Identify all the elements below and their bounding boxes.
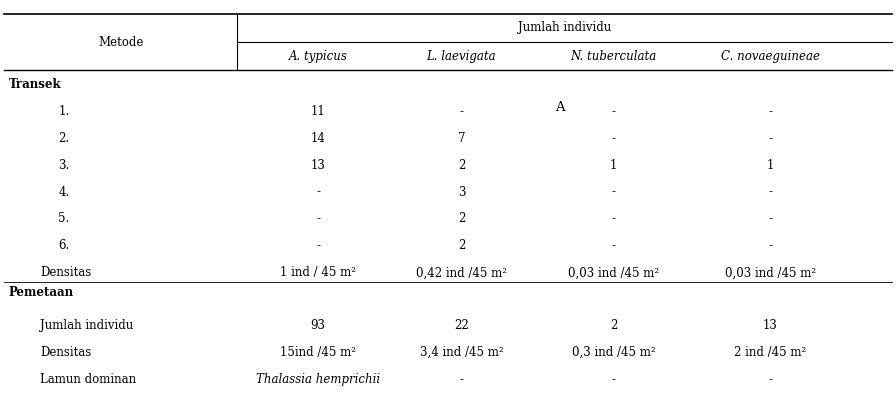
Text: -: - bbox=[612, 132, 616, 145]
Text: 13: 13 bbox=[763, 319, 778, 332]
Text: Jumlah individu: Jumlah individu bbox=[518, 21, 611, 34]
Text: -: - bbox=[316, 213, 320, 225]
Text: A. typicus: A. typicus bbox=[289, 50, 348, 63]
Text: 0,3 ind /45 m²: 0,3 ind /45 m² bbox=[572, 346, 656, 359]
Text: 2: 2 bbox=[610, 319, 617, 332]
Text: -: - bbox=[316, 240, 320, 252]
Text: 15ind /45 m²: 15ind /45 m² bbox=[280, 346, 356, 359]
Text: -: - bbox=[769, 105, 772, 118]
Text: Lamun dominan: Lamun dominan bbox=[40, 373, 136, 386]
Text: 7: 7 bbox=[458, 132, 465, 145]
Text: 1: 1 bbox=[610, 159, 617, 171]
Text: 3.: 3. bbox=[58, 159, 70, 171]
Text: 2.: 2. bbox=[58, 132, 69, 145]
Text: Densitas: Densitas bbox=[40, 346, 91, 359]
Text: N. tuberculata: N. tuberculata bbox=[571, 50, 657, 63]
Text: 0,42 ind /45 m²: 0,42 ind /45 m² bbox=[416, 267, 507, 279]
Text: Densitas: Densitas bbox=[40, 267, 91, 279]
Text: Transek: Transek bbox=[9, 78, 62, 91]
Text: -: - bbox=[769, 213, 772, 225]
Text: 3: 3 bbox=[458, 186, 465, 198]
Text: 2 ind /45 m²: 2 ind /45 m² bbox=[735, 346, 806, 359]
Text: 22: 22 bbox=[454, 319, 469, 332]
Text: 13: 13 bbox=[311, 159, 325, 171]
Text: 6.: 6. bbox=[58, 240, 70, 252]
Text: -: - bbox=[769, 132, 772, 145]
Text: Metode: Metode bbox=[99, 36, 143, 49]
Text: -: - bbox=[612, 213, 616, 225]
Text: -: - bbox=[612, 186, 616, 198]
Text: 11: 11 bbox=[311, 105, 325, 118]
Text: -: - bbox=[769, 240, 772, 252]
Text: 5.: 5. bbox=[58, 213, 70, 225]
Text: C. novaeguineae: C. novaeguineae bbox=[721, 50, 820, 63]
Text: -: - bbox=[769, 186, 772, 198]
Text: 0,03 ind /45 m²: 0,03 ind /45 m² bbox=[725, 267, 816, 279]
Text: 0,03 ind /45 m²: 0,03 ind /45 m² bbox=[568, 267, 659, 279]
Text: L. laevigata: L. laevigata bbox=[426, 50, 496, 63]
Text: 3,4 ind /45 m²: 3,4 ind /45 m² bbox=[419, 346, 504, 359]
Text: -: - bbox=[612, 105, 616, 118]
Text: 1: 1 bbox=[767, 159, 774, 171]
Text: 14: 14 bbox=[311, 132, 325, 145]
Text: -: - bbox=[612, 373, 616, 386]
Text: 2: 2 bbox=[458, 213, 465, 225]
Text: 2: 2 bbox=[458, 240, 465, 252]
Text: A: A bbox=[556, 101, 564, 114]
Text: -: - bbox=[316, 186, 320, 198]
Text: -: - bbox=[769, 373, 772, 386]
Text: -: - bbox=[612, 240, 616, 252]
Text: 2: 2 bbox=[458, 159, 465, 171]
Text: Pemetaan: Pemetaan bbox=[9, 286, 74, 299]
Text: Jumlah individu: Jumlah individu bbox=[40, 319, 134, 332]
Text: Thalassia hemprichii: Thalassia hemprichii bbox=[256, 373, 380, 386]
Text: 1 ind / 45 m²: 1 ind / 45 m² bbox=[280, 267, 356, 279]
Text: 1.: 1. bbox=[58, 105, 69, 118]
Text: 4.: 4. bbox=[58, 186, 70, 198]
Text: -: - bbox=[460, 373, 463, 386]
Text: -: - bbox=[460, 105, 463, 118]
Text: 93: 93 bbox=[311, 319, 325, 332]
